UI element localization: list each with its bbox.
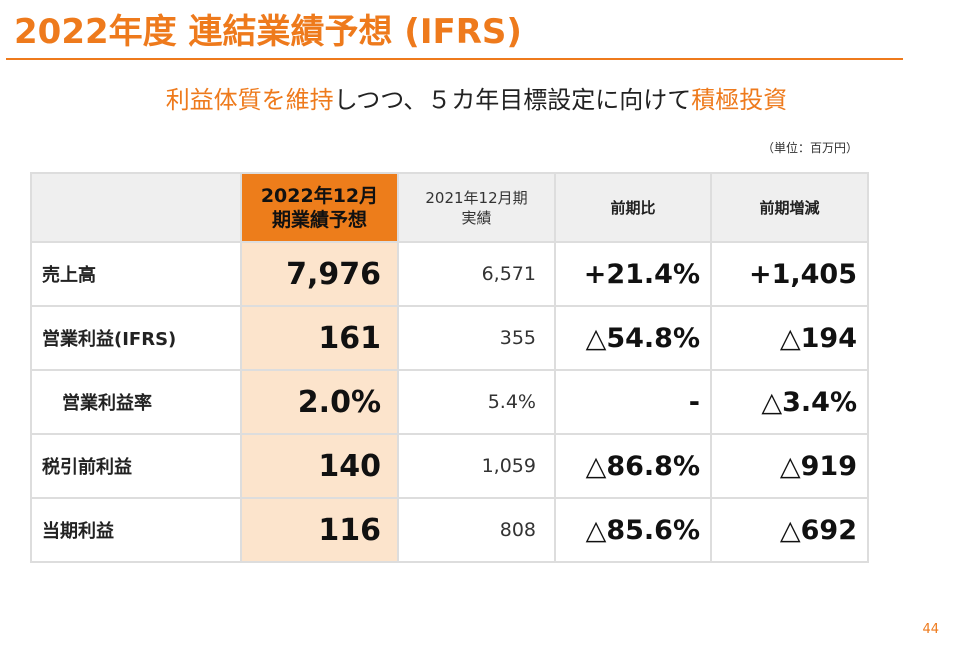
header-forecast: 2022年12月 期業績予想 [240, 172, 399, 243]
yoy-ratio-value: - [554, 369, 712, 435]
row-label: 営業利益率 [30, 369, 242, 435]
header-yoy-ratio: 前期比 [554, 172, 712, 243]
subtitle-highlight-1: 利益体質を維持 [165, 86, 334, 114]
forecast-value: 140 [240, 433, 399, 499]
unit-note: （単位：百万円） [761, 141, 858, 155]
yoy-change-value: +1,405 [710, 241, 869, 307]
table-row: 税引前利益 140 1,059 △86.8% △919 [30, 433, 869, 499]
row-label: 税引前利益 [30, 433, 242, 499]
actual-value: 1,059 [397, 433, 556, 499]
yoy-ratio-value: △85.6% [554, 497, 712, 563]
row-label: 当期利益 [30, 497, 242, 563]
row-label: 営業利益(IFRS) [30, 305, 242, 371]
yoy-change-value: △194 [710, 305, 869, 371]
yoy-ratio-value: △86.8% [554, 433, 712, 499]
actual-value: 355 [397, 305, 556, 371]
table-row: 営業利益率 2.0% 5.4% - △3.4% [30, 369, 869, 435]
actual-value: 808 [397, 497, 556, 563]
header-actual: 2021年12月期 実績 [397, 172, 556, 243]
yoy-ratio-value: +21.4% [554, 241, 712, 307]
header-yoy-change: 前期増減 [710, 172, 869, 243]
table-row: 営業利益(IFRS) 161 355 △54.8% △194 [30, 305, 869, 371]
forecast-value: 7,976 [240, 241, 399, 307]
forecast-table: 2022年12月 期業績予想 2021年12月期 実績 前期比 前期増減 売上高… [30, 172, 869, 563]
forecast-value: 161 [240, 305, 399, 371]
subtitle-highlight-2: 積極投資 [691, 86, 788, 114]
header-forecast-line2: 期業績予想 [271, 208, 367, 231]
forecast-value: 2.0% [240, 369, 399, 435]
actual-value: 5.4% [397, 369, 556, 435]
table-row: 当期利益 116 808 △85.6% △692 [30, 497, 869, 563]
yoy-ratio-value: △54.8% [554, 305, 712, 371]
title-underline [6, 58, 903, 60]
page-title: 2022年度 連結業績予想 (IFRS) [14, 12, 522, 52]
forecast-value: 116 [240, 497, 399, 563]
actual-value: 6,571 [397, 241, 556, 307]
yoy-change-value: △692 [710, 497, 869, 563]
subtitle-middle: しつつ、５カ年目標設定に向けて [333, 86, 692, 114]
row-label: 売上高 [30, 241, 242, 307]
yoy-change-value: △3.4% [710, 369, 869, 435]
header-forecast-line1: 2022年12月 [260, 184, 379, 207]
header-actual-line1: 2021年12月期 [425, 188, 528, 207]
header-blank [30, 172, 242, 243]
subtitle: 利益体質を維持しつつ、５カ年目標設定に向けて積極投資 [0, 80, 953, 115]
table-row: 売上高 7,976 6,571 +21.4% +1,405 [30, 241, 869, 307]
table-header-row: 2022年12月 期業績予想 2021年12月期 実績 前期比 前期増減 [30, 172, 869, 243]
yoy-change-value: △919 [710, 433, 869, 499]
header-actual-line2: 実績 [461, 208, 492, 227]
page-number: 44 [922, 622, 939, 637]
